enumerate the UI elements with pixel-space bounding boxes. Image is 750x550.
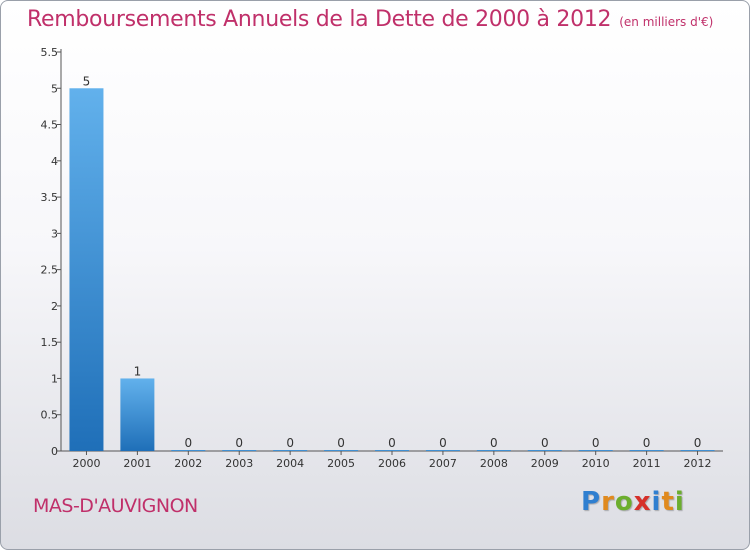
bar [171,450,206,451]
y-tick-label: 4.5 [41,119,59,132]
y-tick-label: 2 [51,300,58,313]
bar [273,450,308,451]
logo-letter: i [651,487,662,517]
bar [324,450,359,451]
x-tick-label: 2008 [480,457,508,470]
y-tick-label: 5.5 [41,46,59,59]
bar-value-label: 0 [541,436,549,450]
proxiti-logo[interactable]: Proxiti [581,487,685,517]
x-tick-label: 2004 [276,457,304,470]
bar [527,450,562,451]
bar-value-label: 1 [134,364,142,378]
x-tick-label: 2003 [225,457,253,470]
y-tick-label: 2.5 [41,264,59,277]
bar [69,88,104,451]
logo-letter: o [614,487,634,517]
x-tick-label: 2001 [123,457,151,470]
x-tick-label: 2011 [633,457,661,470]
x-tick-label: 2005 [327,457,355,470]
logo-letter: t [661,487,675,517]
chart-subtitle: (en milliers d'€) [619,15,714,29]
bar-value-label: 0 [439,436,447,450]
x-axis: 2000 2001 2002 2003 2004 2005 2006 2007 2008 2009… [61,450,723,470]
x-tick-label: 2010 [582,457,610,470]
bar [680,450,715,451]
bar [629,450,664,451]
bar-value-label: 0 [388,436,396,450]
y-tick-label: 4 [51,155,58,168]
chart-title-text: Remboursements Annuels de la Dette de 20… [27,7,612,32]
x-tick-label: 2002 [174,457,202,470]
bar-value-label: 0 [643,436,651,450]
y-tick-label: 1.5 [41,336,59,349]
bar [222,450,257,451]
logo-letter: x [633,487,652,517]
bar-value-label: 0 [184,436,192,450]
chart-title: Remboursements Annuels de la Dette de 20… [27,7,713,32]
logo-letter: P [581,487,602,517]
x-tick-label: 2000 [72,457,100,470]
y-tick-label: 3.5 [41,191,59,204]
bar-value-label: 0 [286,436,294,450]
bar [120,378,155,451]
bars [69,88,715,451]
logo-letter: i [674,487,685,517]
logo-letter: r [601,487,615,517]
bar-value-label: 5 [83,74,91,88]
bar [425,450,460,451]
y-axis: 0 0.5 1 1.5 2 2.5 3 3.5 4 4.5 5 5.5 [41,46,62,458]
y-tick-label: 1 [51,372,58,385]
bar [476,450,511,451]
place-name: MAS-D'AUVIGNON [33,495,198,517]
bar-value-label: 0 [235,436,243,450]
y-tick-label: 5 [51,82,58,95]
bar [578,450,613,451]
bar-value-labels: 5 1 0 0 0 0 0 0 0 0 0 0 0 [83,74,702,450]
x-tick-label: 2007 [429,457,457,470]
bar-value-label: 0 [592,436,600,450]
bar-value-label: 0 [694,436,702,450]
x-tick-label: 2006 [378,457,406,470]
bar [375,450,409,451]
bar-value-label: 0 [337,436,345,450]
y-tick-label: 0.5 [41,409,59,422]
y-tick-label: 0 [51,445,58,458]
y-tick-label: 3 [51,227,58,240]
bar-value-label: 0 [490,436,498,450]
x-tick-label: 2009 [531,457,559,470]
x-tick-label: 2012 [684,457,712,470]
